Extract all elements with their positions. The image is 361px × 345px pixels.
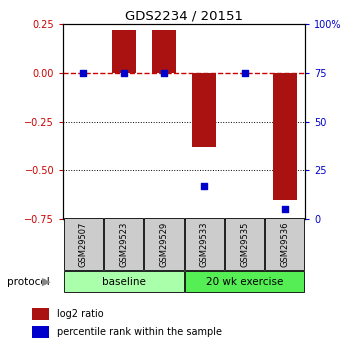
Point <box>201 183 207 189</box>
Bar <box>152 30 176 73</box>
Text: 20 wk exercise: 20 wk exercise <box>206 277 283 286</box>
Bar <box>32 326 49 338</box>
Text: GSM29533: GSM29533 <box>200 221 209 267</box>
Text: log2 ratio: log2 ratio <box>57 309 104 319</box>
Text: GSM29523: GSM29523 <box>119 221 128 267</box>
Point <box>282 207 288 212</box>
Bar <box>273 73 297 199</box>
Bar <box>112 30 136 73</box>
FancyBboxPatch shape <box>144 218 183 270</box>
Point <box>81 70 86 76</box>
FancyBboxPatch shape <box>64 271 183 292</box>
FancyBboxPatch shape <box>185 271 304 292</box>
Bar <box>192 73 216 147</box>
Text: protocol: protocol <box>7 277 50 286</box>
Text: GSM29507: GSM29507 <box>79 221 88 267</box>
FancyBboxPatch shape <box>185 218 224 270</box>
Point <box>121 70 126 76</box>
Title: GDS2234 / 20151: GDS2234 / 20151 <box>125 10 243 23</box>
FancyBboxPatch shape <box>265 218 304 270</box>
Text: percentile rank within the sample: percentile rank within the sample <box>57 327 222 337</box>
Text: baseline: baseline <box>102 277 145 286</box>
FancyBboxPatch shape <box>225 218 264 270</box>
Point <box>242 70 248 76</box>
Text: ▶: ▶ <box>42 277 50 286</box>
Text: GSM29529: GSM29529 <box>160 221 169 267</box>
Text: GSM29535: GSM29535 <box>240 221 249 267</box>
Bar <box>32 308 49 320</box>
Text: GSM29536: GSM29536 <box>280 221 290 267</box>
FancyBboxPatch shape <box>104 218 143 270</box>
FancyBboxPatch shape <box>64 218 103 270</box>
Point <box>161 70 167 76</box>
